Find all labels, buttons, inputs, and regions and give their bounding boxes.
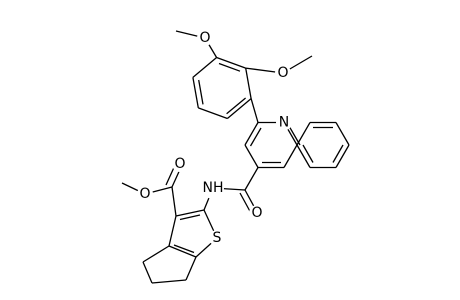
- bond: [250, 98, 259, 123]
- bond: [179, 214, 201, 221]
- bond: [283, 144, 298, 168]
- bond: [226, 98, 252, 119]
- bond: [216, 56, 246, 69]
- bond: [218, 62, 241, 72]
- label-bg: [172, 156, 188, 172]
- bond: [198, 107, 228, 120]
- bond: [192, 57, 218, 78]
- bond: [142, 245, 170, 263]
- bond: [335, 144, 350, 168]
- bond: [198, 79, 204, 105]
- bond: [335, 122, 350, 146]
- bond: [168, 245, 197, 258]
- atom-label: O: [277, 65, 288, 81]
- atom-label: S: [213, 230, 222, 246]
- atom-label: O: [174, 156, 185, 172]
- bond: [244, 122, 259, 146]
- bond: [244, 144, 259, 168]
- atom-label: O: [139, 186, 150, 202]
- atom-label: N: [279, 115, 289, 131]
- bond: [245, 67, 252, 99]
- bond: [142, 261, 153, 284]
- bond: [332, 144, 344, 163]
- label-bg: [249, 205, 265, 221]
- bond: [302, 144, 314, 163]
- bond: [296, 144, 311, 168]
- bond: [244, 167, 259, 191]
- label-bg: [275, 65, 291, 81]
- bond: [296, 122, 311, 146]
- atom-label: O: [199, 30, 210, 46]
- bond: [192, 77, 199, 109]
- bonds: [121, 30, 350, 284]
- bond: [151, 279, 187, 284]
- atom-label: O: [251, 205, 262, 221]
- bond: [175, 209, 205, 217]
- bond: [168, 215, 177, 247]
- label-bg: [202, 177, 224, 199]
- label-bg: [137, 186, 153, 202]
- label-bg: [209, 230, 225, 246]
- bond: [173, 244, 195, 254]
- label-bg: [197, 30, 213, 46]
- bond: [171, 186, 177, 217]
- atom-label: NH: [203, 180, 224, 196]
- atom-labels: O O N NH O O O S: [137, 30, 292, 246]
- bond: [249, 127, 262, 147]
- bond: [226, 97, 247, 115]
- bond: [185, 256, 197, 281]
- label-bg: [276, 114, 292, 131]
